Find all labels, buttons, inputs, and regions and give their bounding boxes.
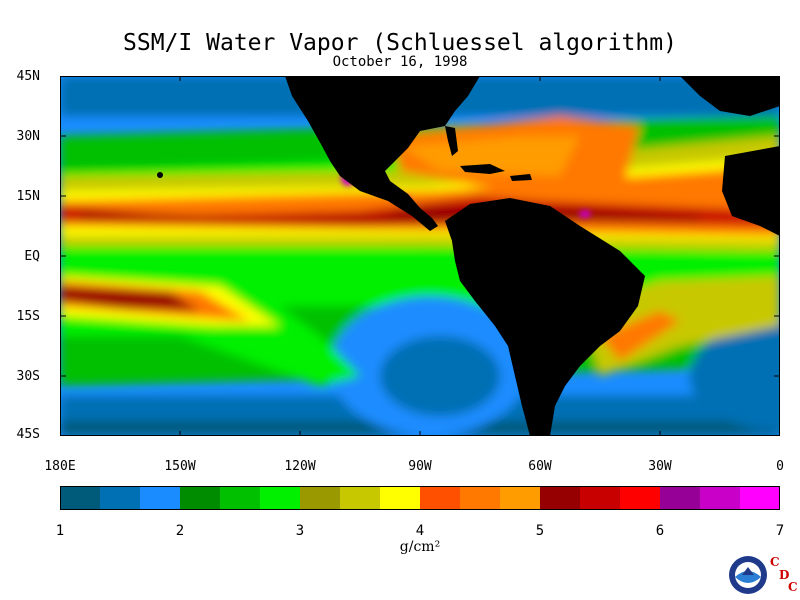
lon-label-150w: 150W — [164, 459, 196, 474]
florida — [445, 126, 458, 156]
south-america — [445, 198, 645, 436]
colorbar-label-3: 3 — [295, 523, 305, 539]
axis-ticks — [60, 76, 780, 436]
colorbar-swatch — [60, 486, 101, 510]
cdc-letter-c1: C — [770, 555, 780, 569]
colorbar-swatch — [540, 486, 581, 510]
map-date: October 16, 1998 — [332, 54, 468, 70]
cdc-letter-d: D — [779, 568, 790, 582]
colorbar-swatch — [260, 486, 301, 510]
colorbar-swatch — [180, 486, 221, 510]
colorbar-label-2: 2 — [175, 523, 185, 539]
north-america — [285, 76, 480, 231]
water-vapor-map — [60, 76, 780, 436]
lon-label-0: 0 — [776, 459, 784, 474]
colorbar-swatch — [460, 486, 501, 510]
cuba — [460, 164, 505, 174]
colorbar-label-7: 7 — [775, 523, 785, 539]
colorbar-swatch — [660, 486, 701, 510]
lat-label-45n: 45N — [16, 69, 40, 84]
colorbar-swatch — [140, 486, 181, 510]
colorbar-swatch — [220, 486, 261, 510]
greenland — [680, 76, 780, 116]
africa — [722, 146, 780, 236]
noaa-seal-icon — [729, 556, 767, 594]
colorbar-label-5: 5 — [535, 523, 545, 539]
colorbar-swatch — [700, 486, 741, 510]
lat-label-30n: 30N — [16, 129, 40, 144]
lat-label-15n: 15N — [16, 189, 40, 204]
colorbar-swatch — [380, 486, 421, 510]
colorbar-swatch — [340, 486, 381, 510]
colorbar-swatch — [420, 486, 461, 510]
lat-label-45s: 45S — [16, 427, 40, 442]
lon-label-90w: 90W — [408, 459, 432, 474]
lat-label-eq: EQ — [24, 249, 40, 264]
colorbar — [60, 486, 780, 510]
colorbar-units: g/cm² — [399, 539, 441, 555]
hawaii — [157, 172, 163, 178]
colorbar-swatch — [620, 486, 661, 510]
cdc-letter-c2: C — [788, 580, 798, 594]
colorbar-swatch — [300, 486, 341, 510]
colorbar-swatch — [100, 486, 141, 510]
colorbar-swatch — [580, 486, 621, 510]
lon-label-180e: 180E — [44, 459, 76, 474]
colorbar-label-6: 6 — [655, 523, 665, 539]
colorbar-swatch — [500, 486, 541, 510]
land-masses — [157, 76, 780, 436]
lat-label-15s: 15S — [16, 309, 40, 324]
colorbar-frame — [60, 486, 780, 510]
colorbar-label-4: 4 — [415, 523, 425, 539]
colorbar-swatch — [740, 486, 780, 510]
lon-label-60w: 60W — [528, 459, 552, 474]
map-title: SSM/I Water Vapor (Schluessel algorithm) — [123, 30, 677, 56]
lon-label-120w: 120W — [284, 459, 316, 474]
lon-label-30w: 30W — [648, 459, 672, 474]
hispaniola — [510, 174, 532, 181]
colorbar-label-1: 1 — [55, 523, 65, 539]
lat-label-30s: 30S — [16, 369, 40, 384]
